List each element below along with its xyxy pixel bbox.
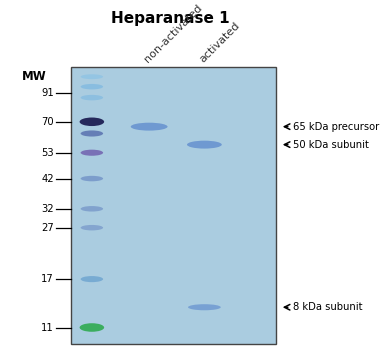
Ellipse shape [187, 141, 222, 149]
Text: 53: 53 [41, 148, 54, 158]
Text: 91: 91 [41, 87, 54, 98]
Ellipse shape [81, 276, 103, 282]
Text: 8 kDa subunit: 8 kDa subunit [293, 302, 362, 312]
Text: Heparanase 1: Heparanase 1 [110, 11, 229, 26]
Ellipse shape [81, 225, 103, 230]
Bar [71, 67, 276, 344]
Text: MW: MW [22, 70, 47, 83]
Ellipse shape [81, 84, 103, 89]
Text: 50 kDa subunit: 50 kDa subunit [293, 140, 369, 150]
Ellipse shape [80, 117, 104, 126]
Ellipse shape [81, 95, 103, 100]
Text: activated: activated [197, 21, 241, 65]
Ellipse shape [81, 74, 103, 79]
Ellipse shape [80, 323, 104, 332]
Text: 65 kDa precursor: 65 kDa precursor [293, 122, 379, 132]
Ellipse shape [81, 176, 103, 181]
Text: 11: 11 [41, 323, 54, 333]
Text: 70: 70 [41, 117, 54, 127]
Text: 17: 17 [41, 274, 54, 284]
Ellipse shape [81, 206, 103, 212]
Text: 32: 32 [41, 204, 54, 214]
Ellipse shape [81, 130, 103, 136]
Text: 42: 42 [41, 174, 54, 184]
Ellipse shape [131, 123, 168, 131]
Text: 27: 27 [41, 223, 54, 233]
Ellipse shape [188, 304, 221, 310]
Ellipse shape [81, 150, 103, 156]
Text: non-activated: non-activated [142, 3, 204, 65]
